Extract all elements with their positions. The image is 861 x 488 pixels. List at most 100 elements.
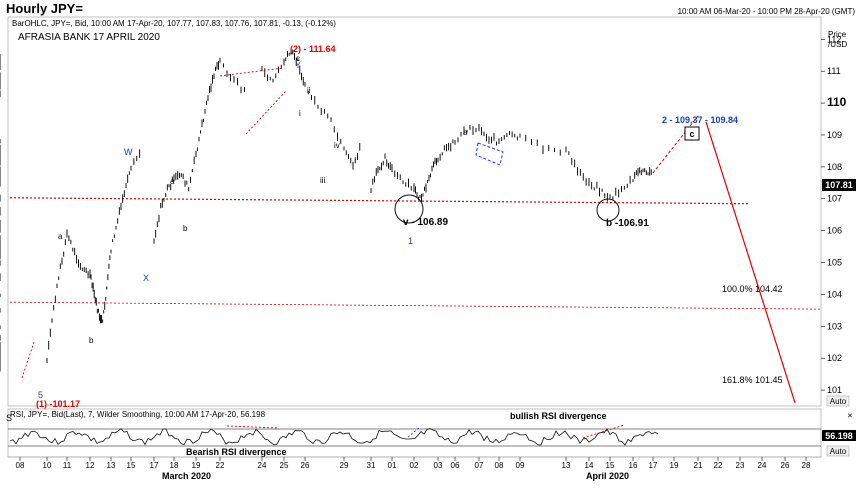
rsi-auto-label: Auto <box>830 447 847 456</box>
date-range: 10:00 AM 06-Mar-20 - 10:00 PM 28-Apr-20 … <box>678 7 856 16</box>
y-tick-label: 110 <box>827 95 847 109</box>
price-bars <box>0 49 652 372</box>
current-price-value: 107.81 <box>825 180 853 190</box>
x-tick-label: 03 <box>434 461 443 470</box>
wave-w: W <box>124 147 133 157</box>
y-tick-label: 103 <box>827 321 842 331</box>
price-auto-label: Auto <box>830 397 847 406</box>
wave-x: X <box>143 273 149 283</box>
x-tick-label: 22 <box>216 461 225 470</box>
wave-ii: ii <box>307 86 311 95</box>
unit-label: /USD <box>828 40 847 49</box>
y-tick-label: 104 <box>827 289 842 299</box>
current-price-tag <box>822 179 856 191</box>
rsi-bearish-label: Bearish RSI divergence <box>186 447 287 457</box>
x-tick-label: 26 <box>301 461 310 470</box>
flag-channel <box>475 142 504 166</box>
y-axis: 101 102 103 104 105 106 107 108 109 110 111 112 <box>821 34 847 395</box>
x-tick-label: 07 <box>475 461 484 470</box>
y-tick-label: 106 <box>827 226 842 236</box>
target-box <box>684 126 700 141</box>
x-tick-label: 10 <box>43 461 52 470</box>
x-tick-label: 14 <box>585 461 594 470</box>
triangle-bottom <box>245 90 287 135</box>
x-tick-label: 17 <box>649 461 658 470</box>
y-tick-label: 112 <box>827 34 841 44</box>
x-tick-label: 08 <box>16 461 25 470</box>
support-line <box>9 197 751 205</box>
wave-a-mid: a <box>170 177 175 186</box>
rsi-auto-button[interactable] <box>826 445 850 457</box>
month-march: March 2020 <box>162 471 211 481</box>
price-panel <box>7 16 822 407</box>
x-tick-label: 26 <box>781 461 790 470</box>
y-tick-label: 105 <box>827 258 842 268</box>
wave-b-mid: b <box>183 224 188 233</box>
top-label: (2) - 111.64 <box>290 44 336 54</box>
y-tick-label: 111 <box>827 66 841 76</box>
x-tick-label: 15 <box>606 461 615 470</box>
price-label: Price <box>828 30 847 39</box>
x-tick-label: 22 <box>714 461 723 470</box>
x-tick-label: 18 <box>170 461 179 470</box>
wave-b-circle <box>596 198 620 222</box>
x-tick-label: 28 <box>802 461 811 470</box>
low-1-label: (1) -101.17 <box>36 399 80 409</box>
x-tick-label: 15 <box>127 461 136 470</box>
rsi-panel <box>7 408 822 458</box>
rsi-value: 56.198 <box>825 431 853 441</box>
fib-line <box>9 301 822 310</box>
target-label: 2 - 109.37 - 109.84 <box>662 115 738 125</box>
rsi-series-line <box>9 428 659 446</box>
x-axis: 08 10 11 12 13 15 17 18 19 22 24 25 26 29 31 01 02 03 06 07… <box>8 456 821 470</box>
wave-y: Y <box>295 60 301 70</box>
wave-v-circle <box>394 194 424 224</box>
x-tick-label: 19 <box>670 461 679 470</box>
projection-up <box>652 115 699 174</box>
wave-i: i <box>299 109 301 118</box>
target-box-label: c <box>689 129 694 139</box>
x-tick-label: 29 <box>340 461 349 470</box>
x-tick-label: 02 <box>410 461 419 470</box>
rsi-bullish-div-line <box>582 424 625 439</box>
chart-title: Hourly JPY= <box>6 1 83 16</box>
price-auto-button[interactable] <box>826 395 850 407</box>
rsi-bullish-label: bullish RSI divergence <box>510 411 607 421</box>
month-april: April 2020 <box>586 471 629 481</box>
y-tick-label: 108 <box>827 162 842 172</box>
x-tick-label: 01 <box>388 461 397 470</box>
x-tick-label: 13 <box>107 461 116 470</box>
rsi-close-icon[interactable]: ✕ <box>847 413 853 420</box>
x-tick-label: 24 <box>758 461 767 470</box>
rsi-bearish-div-line <box>226 425 279 429</box>
x-tick-label: 23 <box>736 461 745 470</box>
y-tick-label: 101 <box>827 385 842 395</box>
x-tick-label: 09 <box>516 461 525 470</box>
wave-iii: iii <box>320 176 326 185</box>
projection-down <box>705 121 796 403</box>
x-tick-label: 06 <box>451 461 460 470</box>
x-tick-label: 17 <box>150 461 159 470</box>
x-tick-label: 08 <box>495 461 504 470</box>
x-tick-label: 25 <box>280 461 289 470</box>
fib-161-label: 161.8% 101.45 <box>722 375 783 385</box>
y-tick-label: 107 <box>827 194 842 204</box>
rsi-panel-marker: S <box>6 413 12 423</box>
wave-1-label: 1 <box>408 236 413 246</box>
x-tick-label: 16 <box>629 461 638 470</box>
wave-iv: iv <box>334 141 340 150</box>
wave-b-label: b -106.91 <box>606 218 649 229</box>
wave-a-right: a <box>463 128 468 137</box>
wave-v-label: v - 106.89 <box>403 217 448 228</box>
x-tick-label: 21 <box>694 461 703 470</box>
x-tick-label: 24 <box>258 461 267 470</box>
low-1-num: 5 <box>38 390 43 400</box>
x-tick-label: 13 <box>562 461 571 470</box>
y-tick-label: 102 <box>827 353 842 363</box>
wave-c-top: c <box>296 54 300 63</box>
fib-100-label: 100.0% 104.42 <box>722 284 783 294</box>
x-tick-label: 19 <box>192 461 201 470</box>
source-label: AFRASIA BANK 17 APRIL 2020 <box>18 32 160 43</box>
